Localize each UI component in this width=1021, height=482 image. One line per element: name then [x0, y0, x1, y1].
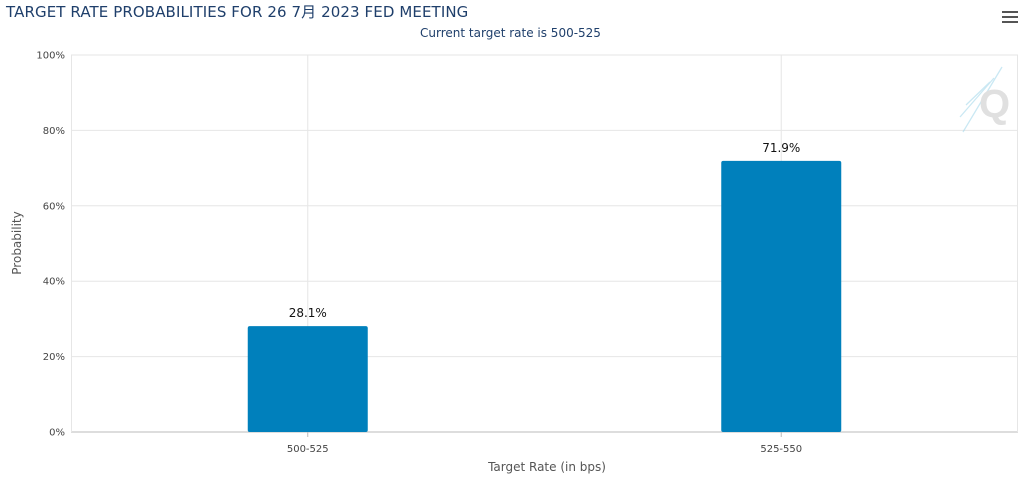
y-tick-label: 100% — [36, 51, 65, 62]
watermark-logo-icon: Q — [959, 66, 1010, 133]
data-label: 71.9% — [762, 141, 800, 155]
x-tick-label: 525-550 — [760, 444, 802, 455]
data-label: 28.1% — [289, 306, 327, 320]
logo-letter: Q — [979, 82, 1010, 126]
x-axis-title: Target Rate (in bps) — [487, 460, 606, 474]
x-axis-ticks: 500-525 525-550 — [287, 432, 802, 455]
chart-title: TARGET RATE PROBABILITIES FOR 26 7月 2023… — [6, 3, 469, 21]
hamburger-menu-icon[interactable] — [1002, 11, 1018, 25]
y-tick-label: 80% — [43, 126, 65, 137]
y-axis-title: Probability — [10, 211, 24, 274]
x-tick-label: 500-525 — [287, 444, 329, 455]
y-tick-label: 40% — [43, 277, 65, 288]
y-tick-label: 20% — [43, 352, 65, 363]
bars: 28.1% 71.9% — [247, 141, 842, 432]
chart-subtitle: Current target rate is 500-525 — [420, 26, 601, 40]
y-tick-label: 60% — [43, 201, 65, 212]
gridlines — [71, 54, 1018, 433]
y-axis-ticks: 0% 20% 40% 60% 80% 100% — [36, 51, 65, 439]
bar-525-550[interactable] — [721, 160, 842, 432]
y-tick-label: 0% — [49, 428, 65, 439]
bar-500-525[interactable] — [247, 326, 368, 432]
